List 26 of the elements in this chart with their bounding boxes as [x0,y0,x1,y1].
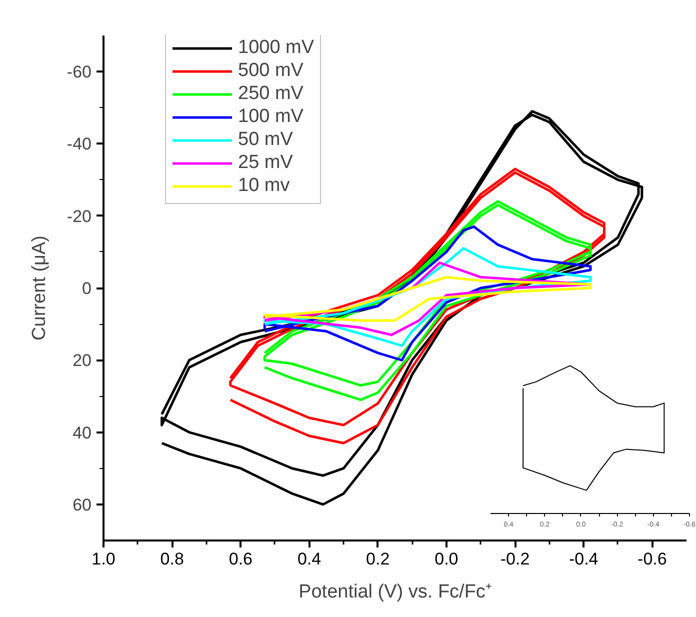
x-tick-label: 0.0 [434,550,458,568]
x-tick-label: 0.2 [366,550,390,568]
y-tick-label: 0 [82,279,92,298]
legend-label: 250 mV [238,83,304,105]
x-tick-label: -0.4 [568,550,598,568]
y-tick-label: 20 [72,351,92,370]
x-tick-label: 0.4 [297,550,322,568]
x-tick-label: -0.6 [638,550,667,568]
legend-label: 10 mv [238,175,290,197]
legend-label: 500 mV [238,60,304,82]
y-axis-title: Current (μA) [28,236,50,340]
y-tick-label: -20 [66,206,92,226]
legend-label: 1000 mV [238,37,314,59]
x-tick-label: 1.0 [92,550,116,568]
y-tick-label: -60 [66,62,92,82]
legend-label: 25 mV [238,152,293,174]
line-series [263,276,592,322]
x-tick-label: 0.6 [228,550,252,568]
legend-label: 100 mV [238,106,304,128]
x-tick-label: 0.8 [160,550,184,568]
x-axis-title: Potential (V) vs. Fc/Fc⁺ [298,582,492,602]
legend-label: 50 mV [238,129,293,151]
y-tick-label: 40 [72,423,92,442]
y-tick-label: 60 [72,495,92,514]
y-tick-label: -40 [66,134,92,154]
x-tick-label: -0.2 [500,550,530,568]
